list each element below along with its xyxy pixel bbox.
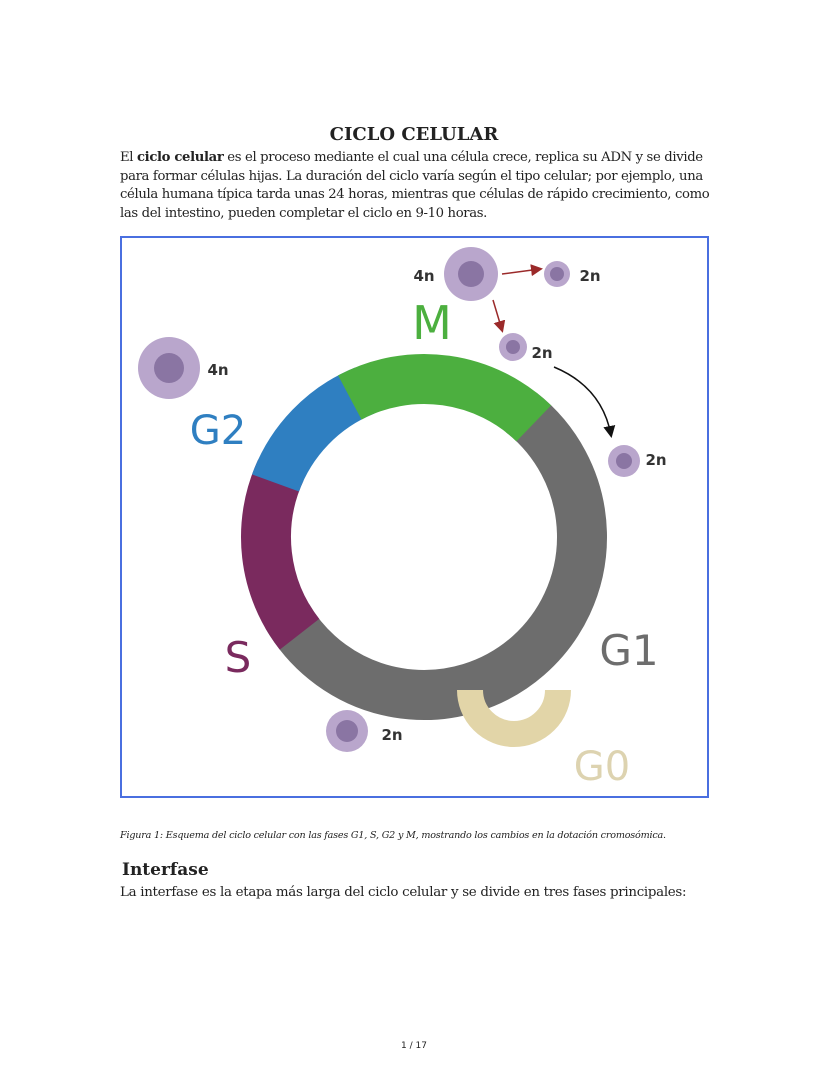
cell-m-child-right xyxy=(544,261,570,287)
page-title: CICLO CELULAR xyxy=(329,124,499,145)
label-2n-down: 2n xyxy=(531,344,552,362)
cell-m-parent xyxy=(444,247,498,301)
label-2n-g1: 2n xyxy=(645,451,666,469)
arrow-right-icon xyxy=(501,264,543,277)
g0-arc xyxy=(457,689,571,747)
phase-arc-s xyxy=(241,459,320,650)
cell-cycle-figure: 4n 2n 2n 4n 2n 2n M G2 S G1 G0 xyxy=(120,236,709,798)
phase-label-m: M xyxy=(412,296,452,350)
section-text: La interfase es la etapa más larga del c… xyxy=(120,885,687,900)
cell-g1 xyxy=(608,445,640,477)
arrow-down-icon xyxy=(492,299,506,333)
phase-arc-g1 xyxy=(265,392,607,720)
section-heading: Interfase xyxy=(122,860,209,880)
phase-arc-g2 xyxy=(252,367,375,493)
intro-bold-term: ciclo celular xyxy=(137,150,224,165)
phase-label-g1: G1 xyxy=(599,626,658,675)
intro-paragraph: El ciclo celular es el proceso mediante … xyxy=(120,149,720,223)
intro-text: El xyxy=(120,150,137,165)
label-4n-m: 4n xyxy=(413,267,434,285)
curved-arrow-icon xyxy=(553,366,616,438)
intro-text-rest: es el proceso mediante el cual una célul… xyxy=(120,150,710,221)
cell-m-child-down xyxy=(499,333,527,361)
cell-g2 xyxy=(138,337,200,399)
label-2n-right: 2n xyxy=(579,267,600,285)
label-2n-s: 2n xyxy=(381,726,402,744)
phase-label-g2: G2 xyxy=(190,408,246,454)
phase-label-g0: G0 xyxy=(574,744,630,790)
cell-s xyxy=(326,710,368,752)
figure-caption: Figura 1: Esquema del ciclo celular con … xyxy=(120,830,666,841)
page-number: 1 / 17 xyxy=(401,1041,427,1051)
phase-label-s: S xyxy=(225,633,252,682)
label-4n-g2: 4n xyxy=(207,361,228,379)
cell-cycle-diagram: 4n 2n 2n 4n 2n 2n M G2 S G1 G0 xyxy=(138,247,667,790)
phase-arc-m xyxy=(338,354,552,442)
